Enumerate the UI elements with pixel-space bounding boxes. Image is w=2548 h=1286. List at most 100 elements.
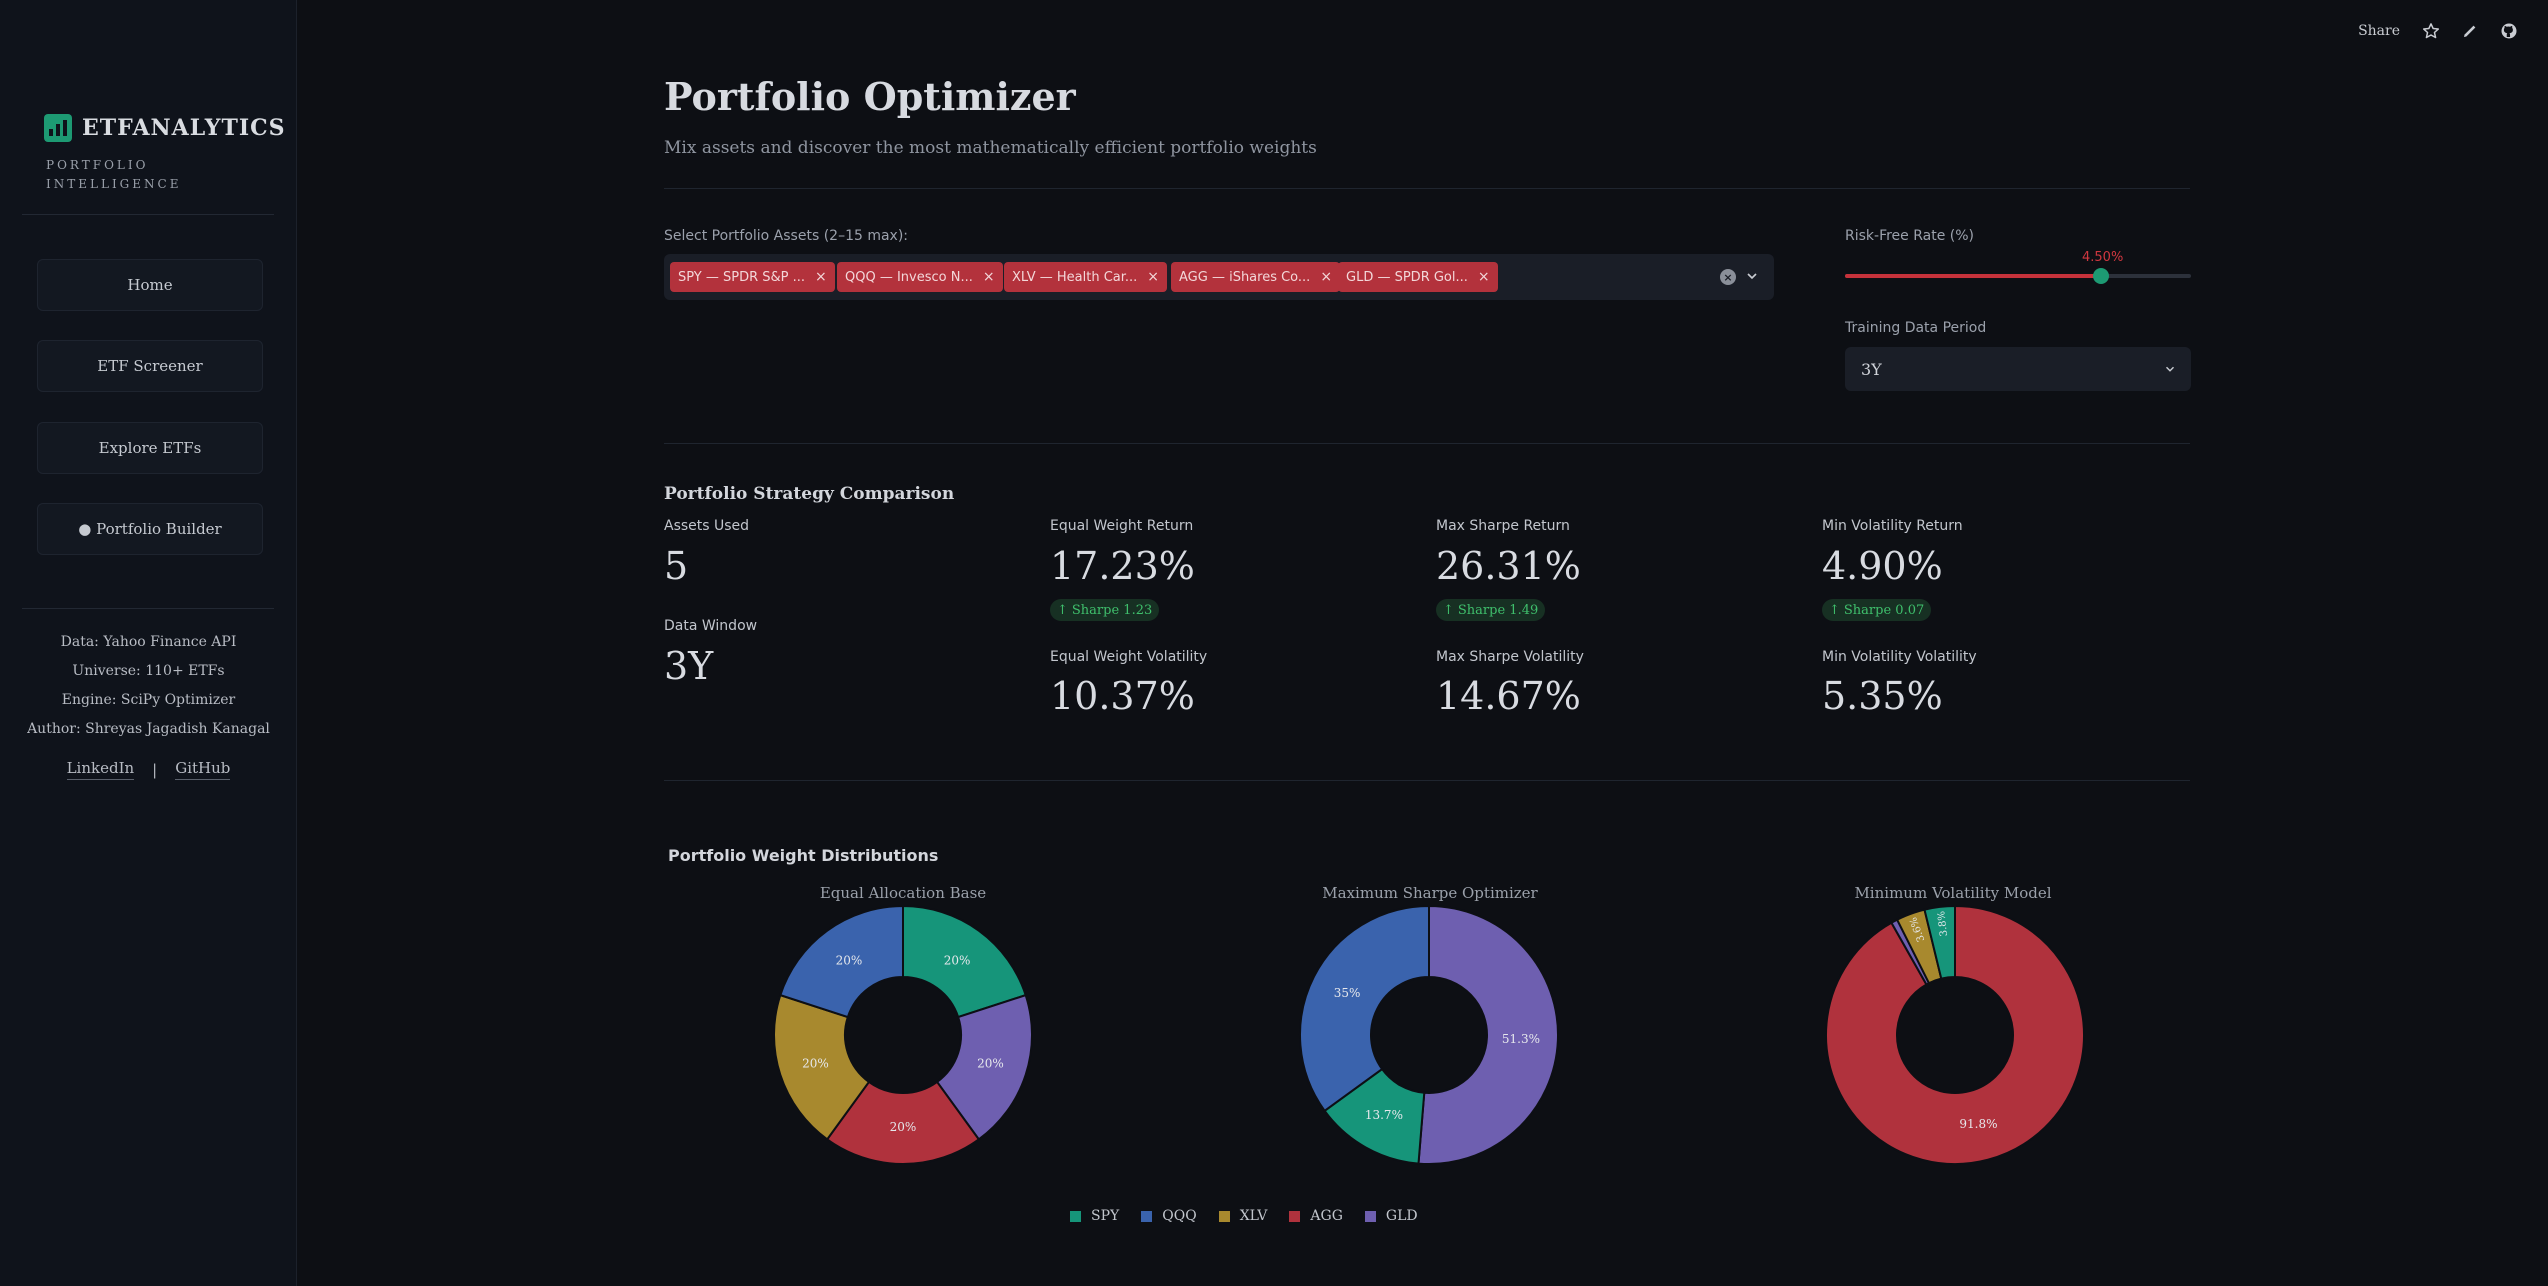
link-separator: | (152, 760, 158, 779)
assets-label: Select Portfolio Assets (2–15 max): (664, 228, 909, 244)
asset-chip-gld[interactable]: GLD — SPDR Gol... × (1338, 262, 1498, 292)
edit-pencil-icon[interactable] (2462, 23, 2478, 39)
nav-explore-etfs-button[interactable]: Explore ETFs (37, 422, 263, 474)
ms-sharpe-text: Sharpe 1.49 (1457, 602, 1539, 618)
star-icon[interactable] (2422, 22, 2440, 40)
slice-label-spy: 13.7% (1365, 1108, 1403, 1122)
legend-swatch (1364, 1210, 1376, 1222)
slider-fill (1845, 274, 2102, 278)
equal-allocation-donut: 20% 20% 20% 20% 20% (773, 904, 1033, 1165)
assets-used-label: Assets Used (664, 518, 750, 534)
legend-item-xlv[interactable]: XLV (1218, 1208, 1268, 1224)
page-title: Portfolio Optimizer (664, 74, 1076, 119)
slice-qqq (779, 904, 904, 1019)
close-icon[interactable]: × (815, 269, 827, 285)
risk-free-rate-value: 4.50% (2082, 250, 2124, 265)
nav-home-button[interactable]: Home (37, 259, 263, 311)
data-window-label: Data Window (664, 618, 758, 634)
arrow-up-icon: ↑ (1829, 602, 1840, 618)
training-period-value: 3Y (1861, 359, 1882, 379)
legend-item-gld[interactable]: GLD (1364, 1208, 1418, 1224)
slice-label-agg: 20% (890, 1120, 917, 1134)
sidebar: ETFANALYTICS PORTFOLIO INTELLIGENCE Home… (0, 0, 297, 1286)
divider (664, 188, 2190, 189)
mv-return-label: Min Volatility Return (1822, 518, 1963, 534)
asset-chip-agg[interactable]: AGG — iShares Co... × (1171, 262, 1341, 292)
pie-title-min-vol: Minimum Volatility Model (1854, 884, 2052, 902)
legend-item-agg[interactable]: AGG (1289, 1208, 1343, 1224)
slice-gld (935, 993, 1033, 1141)
ms-return-label: Max Sharpe Return (1436, 518, 1570, 534)
nav-portfolio-builder-button[interactable]: ● Portfolio Builder (37, 503, 263, 555)
ew-return-value: 17.23% (1050, 544, 1195, 588)
ms-vol-value: 14.67% (1436, 674, 1581, 718)
legend-label: XLV (1239, 1208, 1268, 1224)
pie-title-max-sharpe: Maximum Sharpe Optimizer (1322, 884, 1538, 902)
ew-sharpe-badge: ↑ Sharpe 1.23 (1050, 599, 1160, 621)
sidebar-divider (22, 608, 274, 609)
arrow-up-icon: ↑ (1057, 602, 1068, 618)
chart-bar-icon (44, 114, 72, 142)
chevron-down-icon[interactable] (1744, 268, 1760, 288)
slider-thumb[interactable] (2093, 268, 2110, 284)
close-icon[interactable]: × (1320, 269, 1333, 285)
ew-vol-label: Equal Weight Volatility (1050, 649, 1208, 665)
meta-data-source: Data: Yahoo Finance API (60, 634, 237, 650)
top-toolbar: Share (2358, 22, 2518, 40)
close-icon[interactable]: × (1477, 269, 1490, 285)
ms-return-value: 26.31% (1436, 544, 1581, 588)
max-sharpe-donut: 51.3% 13.7% 35% (1299, 904, 1559, 1165)
ms-sharpe-badge: ↑ Sharpe 1.49 (1436, 599, 1546, 621)
assets-used-value: 5 (664, 544, 689, 588)
data-window-value: 3Y (664, 644, 714, 688)
pie-title-equal: Equal Allocation Base (819, 884, 987, 902)
mv-sharpe-text: Sharpe 0.07 (1843, 602, 1925, 618)
slice-label-qqq: 35% (1334, 986, 1361, 1000)
clear-all-icon[interactable]: × (1720, 269, 1736, 285)
nav-etf-screener-button[interactable]: ETF Screener (37, 340, 263, 392)
chip-label: SPY — SPDR S&P ... (678, 269, 806, 285)
ew-return-label: Equal Weight Return (1050, 518, 1194, 534)
github-icon[interactable] (2500, 22, 2518, 40)
mv-vol-value: 5.35% (1822, 674, 1943, 718)
legend-item-qqq[interactable]: QQQ (1141, 1208, 1197, 1224)
training-period-label: Training Data Period (1845, 320, 1987, 336)
brand-name: ETFANALYTICS (82, 115, 286, 141)
chevron-down-icon (2165, 366, 2175, 372)
legend-swatch (1289, 1210, 1301, 1222)
mv-return-value: 4.90% (1822, 544, 1943, 588)
legend-swatch (1070, 1210, 1081, 1222)
legend-label: SPY (1091, 1208, 1120, 1224)
legend-item-spy[interactable]: SPY (1070, 1208, 1119, 1224)
slice-label-spy: 20% (944, 954, 971, 968)
risk-free-rate-slider[interactable] (1845, 268, 2191, 284)
asset-chip-qqq[interactable]: QQQ — Invesco N... × (837, 262, 1003, 292)
ms-vol-label: Max Sharpe Volatility (1436, 649, 1584, 665)
chip-label: XLV — Health Car... (1012, 269, 1138, 285)
github-link[interactable]: GitHub (175, 759, 231, 780)
brand-subtitle: PORTFOLIO INTELLIGENCE (46, 158, 182, 191)
mv-vol-label: Min Volatility Volatility (1822, 649, 1977, 665)
asset-multiselect[interactable]: SPY — SPDR S&P ... × QQQ — Invesco N... × … (664, 254, 1774, 300)
asset-chip-spy[interactable]: SPY — SPDR S&P ... × (670, 262, 835, 292)
sidebar-links: LinkedIn | GitHub (0, 759, 297, 780)
arrow-up-icon: ↑ (1443, 602, 1454, 618)
slice-label-qqq: 20% (836, 954, 863, 968)
legend-label: AGG (1310, 1208, 1343, 1224)
risk-free-rate-label: Risk-Free Rate (%) (1845, 228, 1975, 244)
asset-chip-xlv[interactable]: XLV — Health Car... × (1004, 262, 1168, 292)
page-subtitle: Mix assets and discover the most mathema… (664, 138, 1317, 158)
linkedin-link[interactable]: LinkedIn (66, 759, 135, 780)
training-period-select[interactable]: 3Y (1845, 347, 2191, 391)
close-icon[interactable]: × (982, 269, 995, 285)
legend-label: GLD (1385, 1208, 1418, 1224)
chip-label: QQQ — Invesco N... (845, 269, 973, 285)
distributions-title: Portfolio Weight Distributions (668, 846, 939, 865)
divider (664, 443, 2190, 444)
slice-spy (1923, 904, 1956, 980)
divider (664, 780, 2190, 781)
close-icon[interactable]: × (1147, 269, 1160, 285)
share-button[interactable]: Share (2358, 23, 2400, 39)
sidebar-divider (22, 214, 274, 215)
slice-label-agg: 91.8% (1959, 1117, 1997, 1131)
